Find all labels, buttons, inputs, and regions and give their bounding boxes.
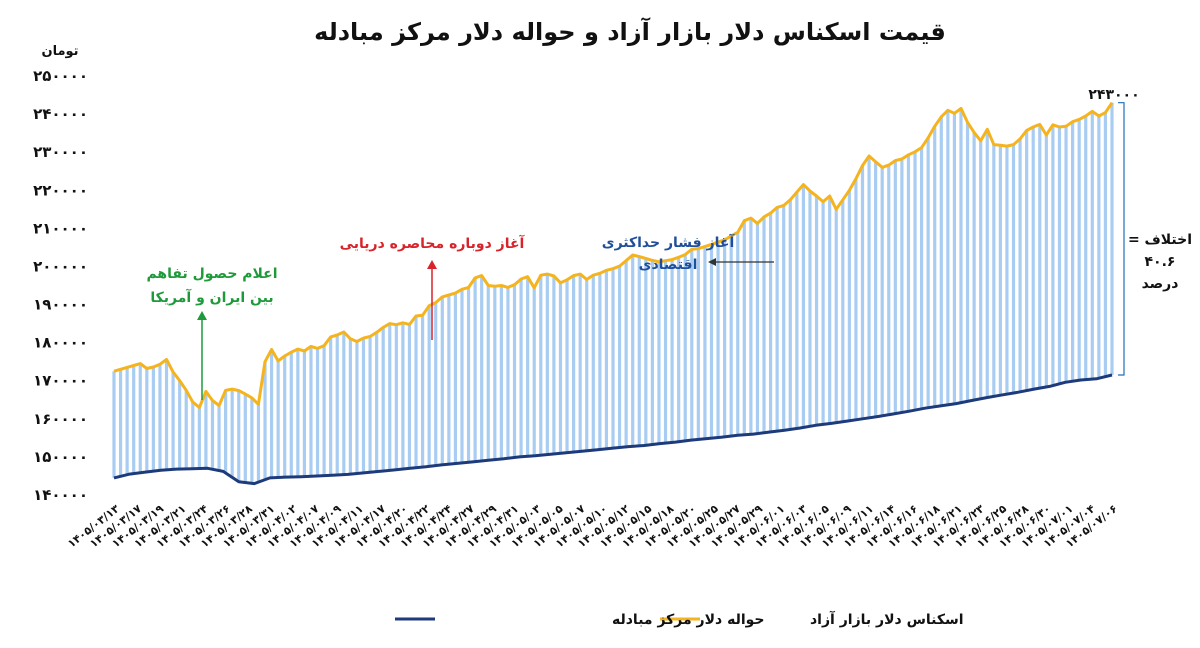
annotation-difference-text: اختلاف =: [1128, 232, 1192, 248]
y-tick-label: ۱۵۰۰۰۰: [33, 448, 88, 466]
y-axis-unit-label: تومان: [41, 44, 78, 59]
lines-layer: [113, 101, 1114, 486]
peak-value-label: ۲۴۳۰۰۰: [1088, 87, 1139, 103]
y-tick-label: ۱۷۰۰۰۰: [33, 372, 88, 390]
annotation-max-pressure-arrowhead: [708, 258, 716, 266]
annotation-blockade-arrowhead: [427, 260, 437, 269]
annotation-agreement-arrowhead: [197, 311, 207, 320]
annotation-max-pressure-text: آغاز فشار حداکثری: [602, 233, 736, 251]
annotations-layer: اعلام حصول تفاهم بین ایران و آمریکا آغاز د…: [146, 87, 1192, 400]
y-tick-label: ۱۸۰۰۰۰: [33, 334, 88, 352]
difference-bracket: [1118, 102, 1125, 376]
annotation-difference-text: درصد: [1142, 276, 1179, 292]
bars-layer: [112, 102, 1114, 484]
legend: اسکناس دلار بازار آزاد حواله دلار مرکز مب…: [395, 610, 964, 628]
y-tick-label: ۲۰۰۰۰۰: [33, 257, 88, 275]
y-axis-ticks: ۱۴۰۰۰۰ ۱۵۰۰۰۰ ۱۶۰۰۰۰ ۱۷۰۰۰۰ ۱۸۰۰۰۰ ۱۹۰۰۰۰ ۲۰۰۰…: [33, 67, 88, 504]
annotation-blockade-text: آغاز دوباره محاصره دریایی: [340, 234, 526, 252]
y-tick-label: ۲۳۰۰۰۰: [33, 143, 88, 161]
annotation-agreement-text: اعلام حصول تفاهم: [146, 266, 277, 282]
y-tick-label: ۲۵۰۰۰۰: [33, 67, 88, 85]
y-tick-label: ۲۴۰۰۰۰: [33, 105, 88, 123]
x-axis-ticks: ۱۴۰۵/۰۳/۱۳۱۴۰۵/۰۳/۱۷۱۴۰۵/۰۳/۱۹۱۴۰۵/۰۳/۲۱…: [65, 502, 1120, 550]
y-tick-label: ۱۶۰۰۰۰: [33, 410, 88, 428]
annotation-max-pressure-text: اقتصادی: [639, 257, 698, 273]
annotation-difference-text: ۴۰.۶: [1145, 254, 1176, 270]
series-line-official: [113, 373, 1113, 486]
legend-label-free-market: اسکناس دلار بازار آزاد: [810, 610, 964, 628]
series-line-free-market: [113, 101, 1114, 409]
chart-title: قیمت اسکناس دلار بازار آزاد و حواله دلار…: [314, 17, 946, 46]
y-tick-label: ۲۱۰۰۰۰: [33, 219, 88, 237]
legend-label-official: حواله دلار مرکز مبادله: [612, 612, 765, 628]
y-tick-label: ۱۴۰۰۰۰: [33, 486, 88, 504]
y-tick-label: ۲۲۰۰۰۰: [33, 181, 88, 199]
annotation-agreement-text: بین ایران و آمریکا: [150, 288, 273, 306]
y-tick-label: ۱۹۰۰۰۰: [33, 296, 88, 314]
